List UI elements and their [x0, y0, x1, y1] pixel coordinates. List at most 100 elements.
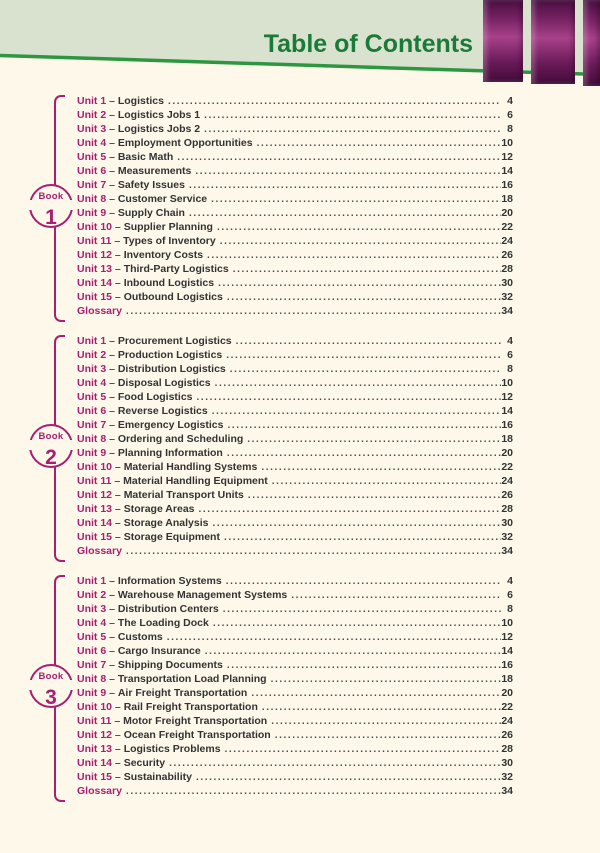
page-number: 16: [501, 659, 513, 671]
toc-row: Unit 5 – Customs........................…: [77, 630, 513, 644]
dot-leader: ........................................…: [211, 194, 501, 205]
unit-title: Third-Party Logistics: [123, 263, 229, 275]
page-number: 4: [507, 95, 513, 107]
page-number: 20: [501, 207, 513, 219]
page-number: 8: [507, 363, 513, 375]
page-number: 24: [501, 475, 513, 487]
page-number: 26: [501, 729, 513, 741]
dot-leader: ........................................…: [226, 292, 501, 303]
page-number: 28: [501, 263, 513, 275]
unit-label: Unit 14 –: [77, 517, 124, 529]
dot-leader: ........................................…: [204, 124, 501, 135]
unit-label: Unit 5 –: [77, 391, 118, 403]
dot-leader: ........................................…: [261, 702, 501, 713]
dot-leader: ........................................…: [235, 336, 501, 347]
page-number: 12: [501, 151, 513, 163]
unit-title: Material Handling Systems: [123, 461, 258, 473]
unit-title: Procurement Logistics: [117, 335, 232, 347]
unit-label: Unit 12 –: [77, 729, 124, 741]
page-header: Table of Contents: [0, 0, 600, 90]
unit-title: Shipping Documents: [117, 659, 223, 671]
page-number: 18: [501, 673, 513, 685]
page-number: 34: [501, 305, 513, 317]
unit-label: Glossary: [77, 305, 122, 317]
toc-row: Unit 2 – Logistics Jobs 1...............…: [77, 108, 513, 122]
toc-row: Unit 7 – Safety Issues..................…: [77, 178, 513, 192]
page-number: 18: [501, 433, 513, 445]
unit-label: Unit 7 –: [77, 419, 118, 431]
toc-row: Unit 15 – Sustainability................…: [77, 770, 513, 784]
toc-row: Unit 9 – Supply Chain...................…: [77, 206, 513, 220]
dot-leader: ........................................…: [204, 110, 501, 121]
unit-title: Storage Areas: [123, 503, 195, 515]
toc-row: Unit 10 – Material Handling Systems.....…: [77, 460, 513, 474]
dot-leader: ........................................…: [271, 476, 501, 487]
dot-leader: ........................................…: [229, 364, 501, 375]
page-number: 22: [501, 461, 513, 473]
unit-label: Unit 1 –: [77, 95, 118, 107]
dot-leader: ........................................…: [256, 138, 501, 149]
page-number: 30: [501, 277, 513, 289]
unit-title: Outbound Logistics: [123, 291, 223, 303]
purple-decor-bar-3: [583, 0, 600, 86]
unit-title: Warehouse Management Systems: [117, 589, 288, 601]
unit-label: Unit 2 –: [77, 109, 118, 121]
unit-label: Unit 9 –: [77, 447, 118, 459]
toc-row: Unit 12 – Ocean Freight Transportation..…: [77, 728, 513, 742]
unit-title: Air Freight Transportation: [117, 687, 248, 699]
dot-leader: ........................................…: [291, 590, 501, 601]
book-badge-number: 3: [45, 686, 57, 709]
unit-label: Unit 1 –: [77, 335, 118, 347]
dot-leader: ........................................…: [207, 250, 501, 261]
dot-leader: ........................................…: [125, 786, 501, 797]
unit-label: Unit 14 –: [77, 757, 124, 769]
page-number: 18: [501, 193, 513, 205]
page-number: 6: [507, 109, 513, 121]
toc-row: Unit 11 – Material Handling Equipment...…: [77, 474, 513, 488]
unit-title: Inbound Logistics: [123, 277, 215, 289]
unit-label: Unit 3 –: [77, 123, 118, 135]
dot-leader: ........................................…: [196, 392, 501, 403]
unit-label: Unit 13 –: [77, 743, 124, 755]
page-number: 10: [501, 377, 513, 389]
purple-decor-bar-1: [483, 0, 523, 82]
dot-leader: ........................................…: [274, 730, 501, 741]
page-number: 12: [501, 391, 513, 403]
page-title: Table of Contents: [263, 30, 473, 58]
page-number: 28: [501, 743, 513, 755]
unit-label: Unit 1 –: [77, 575, 118, 587]
page-number: 22: [501, 701, 513, 713]
unit-title: Reverse Logistics: [117, 405, 208, 417]
page-number: 32: [501, 291, 513, 303]
dot-leader: ........................................…: [195, 772, 501, 783]
dot-leader: ........................................…: [125, 546, 501, 557]
unit-title: Motor Freight Transportation: [123, 715, 268, 727]
unit-label: Unit 11 –: [77, 715, 124, 727]
unit-title: Information Systems: [117, 575, 222, 587]
book-badge: Book 2: [29, 424, 73, 468]
page-number: 14: [501, 165, 513, 177]
toc-row: Unit 2 – Production Logistics...........…: [77, 348, 513, 362]
unit-label: Unit 6 –: [77, 165, 118, 177]
purple-decor-bar-2: [531, 0, 575, 84]
unit-label: Unit 2 –: [77, 349, 118, 361]
toc-row: Unit 2 – Warehouse Management Systems...…: [77, 588, 513, 602]
page-number: 32: [501, 771, 513, 783]
unit-title: Cargo Insurance: [117, 645, 201, 657]
dot-leader: ........................................…: [225, 576, 501, 587]
toc-row: Unit 7 – Emergency Logistics............…: [77, 418, 513, 432]
unit-label: Unit 15 –: [77, 291, 124, 303]
dot-leader: ........................................…: [212, 518, 502, 529]
unit-label: Unit 11 –: [77, 475, 124, 487]
dot-leader: ........................................…: [218, 278, 501, 289]
unit-title: Planning Information: [117, 447, 223, 459]
toc-row: Unit 12 – Material Transport Units......…: [77, 488, 513, 502]
dot-leader: ........................................…: [211, 406, 501, 417]
unit-label: Unit 13 –: [77, 503, 124, 515]
unit-label: Glossary: [77, 785, 122, 797]
toc-row: Unit 13 – Logistics Problems............…: [77, 742, 513, 756]
book-badge: Book 3: [29, 664, 73, 708]
toc-row: Unit 15 – Outbound Logistics............…: [77, 290, 513, 304]
toc-row: Unit 14 – Storage Analysis..............…: [77, 516, 513, 530]
unit-label: Unit 10 –: [77, 461, 124, 473]
